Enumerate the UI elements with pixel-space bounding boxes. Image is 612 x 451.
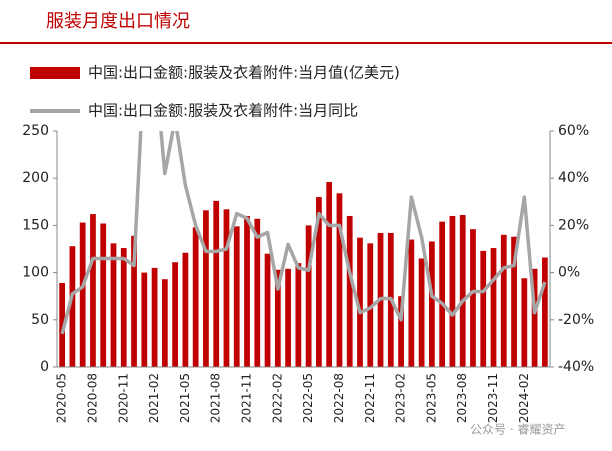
bar: [511, 236, 517, 367]
x-tick-label: 2021-11: [240, 373, 254, 423]
bar: [203, 210, 209, 367]
x-tick-label: 2021-02: [147, 373, 161, 423]
bar: [408, 239, 415, 367]
bar: [541, 257, 548, 367]
y2-tick-label: -20%: [558, 312, 594, 328]
bar: [110, 243, 117, 367]
bar: [120, 248, 127, 367]
bar: [316, 197, 322, 367]
chart-title: 服装月度出口情况: [46, 11, 190, 32]
x-tick-label: 2020-08: [85, 373, 99, 423]
bar: [490, 248, 497, 367]
bar: [285, 268, 291, 367]
y-tick-label: 200: [22, 170, 49, 186]
y2-tick-label: -40%: [558, 359, 594, 375]
bar: [500, 234, 507, 367]
x-tick-label: 2021-08: [209, 373, 223, 423]
bar: [274, 269, 281, 367]
bar: [336, 193, 343, 367]
bar: [172, 262, 178, 367]
legend-label: 中国:出口金额:服装及衣着附件:当月同比: [88, 102, 358, 120]
bar: [429, 241, 435, 367]
x-tick-label: 2020-05: [55, 373, 69, 423]
bar: [213, 200, 220, 367]
x-tick-label: 2024-02: [517, 373, 531, 423]
bar: [192, 227, 199, 367]
bar: [346, 215, 353, 367]
legend-label: 中国:出口金额:服装及衣着附件:当月值(亿美元): [88, 64, 400, 82]
bar: [295, 263, 302, 367]
bar: [531, 268, 538, 367]
bar: [480, 250, 487, 367]
bar: [264, 253, 271, 367]
bar: [182, 252, 189, 367]
bar: [100, 223, 107, 367]
bar: [418, 258, 425, 367]
bar: [69, 246, 76, 367]
x-tick-label: 2022-11: [363, 373, 377, 423]
x-tick-label: 2023-08: [455, 373, 469, 423]
bar: [233, 226, 240, 367]
x-tick-label: 2023-05: [424, 373, 438, 423]
x-tick-label: 2020-11: [116, 373, 130, 423]
legend-swatch: [30, 67, 80, 79]
bar: [470, 229, 476, 367]
y2-tick-label: 0%: [558, 265, 580, 281]
bar: [305, 225, 312, 367]
bar: [367, 243, 374, 367]
plot: [59, 131, 548, 367]
x-tick-label: 2023-11: [486, 373, 500, 423]
x-tick-label: 2023-02: [394, 373, 408, 423]
y-tick-label: 250: [22, 123, 49, 139]
bar: [439, 221, 446, 367]
bar: [449, 215, 456, 367]
bar: [90, 214, 96, 367]
bar: [244, 215, 250, 367]
bar: [254, 218, 261, 367]
bar: [326, 181, 333, 367]
y2-tick-label: 40%: [558, 170, 589, 186]
bar: [398, 296, 404, 367]
y-tick-label: 100: [22, 265, 49, 281]
y-tick-label: 50: [31, 312, 49, 328]
y2-tick-label: 20%: [558, 217, 589, 233]
y-tick-label: 0: [40, 359, 49, 375]
line: [60, 131, 547, 335]
bar: [357, 237, 363, 367]
bar: [223, 209, 230, 367]
bar: [131, 235, 137, 367]
x-tick-label: 2021-05: [178, 373, 192, 423]
bar: [161, 279, 168, 367]
y2-tick-label: 60%: [558, 123, 589, 139]
x-tick-label: 2022-05: [301, 373, 315, 423]
bar: [459, 215, 466, 367]
bar: [59, 282, 66, 367]
bar: [521, 278, 528, 367]
bar: [141, 272, 148, 367]
y-tick-label: 150: [22, 217, 49, 233]
x-tick-label: 2022-02: [270, 373, 284, 423]
watermark: 公众号 · 睿耀资产: [470, 422, 565, 437]
bar: [151, 267, 158, 367]
x-tick-label: 2022-08: [332, 373, 346, 423]
bar: [79, 222, 86, 367]
